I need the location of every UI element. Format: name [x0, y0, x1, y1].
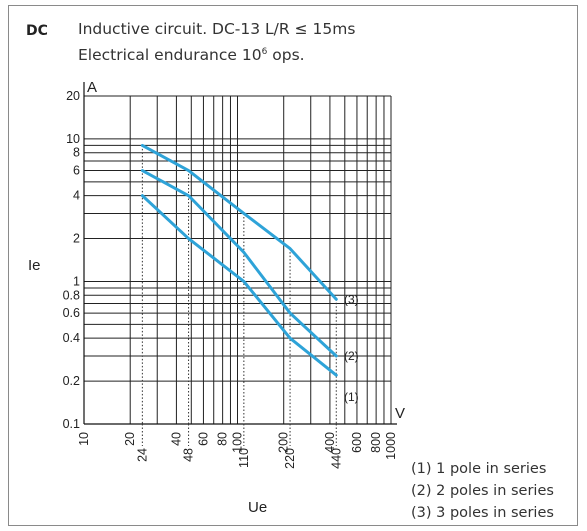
- series-line-1: [140, 194, 338, 377]
- y-tick-label: 8: [73, 146, 80, 160]
- series-label-3: (3): [344, 292, 359, 306]
- x-highlight-tick-label: 110: [237, 448, 251, 468]
- legend-item-2: (2) 2 poles in series: [411, 483, 554, 499]
- y-unit-label: A: [87, 79, 97, 96]
- x-tick-label: 600: [350, 432, 364, 453]
- x-tick-label: 80: [216, 432, 230, 446]
- legend-item-1: (1) 1 pole in series: [411, 461, 547, 477]
- subtitle-tail: ops.: [267, 46, 305, 64]
- x-highlight-tick-label: 24: [135, 448, 149, 462]
- y-axis-title: Ie: [28, 257, 41, 274]
- x-tick-label: 400: [323, 432, 337, 453]
- y-tick-label: 1: [73, 274, 80, 288]
- x-tick-label: 60: [196, 432, 210, 446]
- y-tick-label: 0.6: [63, 306, 80, 320]
- y-tick-label: 6: [73, 164, 80, 178]
- y-tick-label: 20: [66, 89, 80, 103]
- chart-subtitle: Electrical endurance 106 ops.: [78, 46, 305, 64]
- y-tick-label: 0.4: [63, 331, 80, 345]
- x-tick-label: 40: [169, 432, 183, 446]
- legend-item-3: (3) 3 poles in series: [411, 505, 554, 521]
- subtitle-text: Electrical endurance 10: [78, 46, 262, 64]
- y-tick-label: 0.8: [63, 288, 80, 302]
- x-tick-label: 20: [123, 432, 137, 446]
- series-label-1: (1): [344, 390, 359, 404]
- x-tick-label: 1000: [384, 432, 398, 460]
- y-tick-label: 0.1: [63, 417, 80, 431]
- x-axis-title: Ue: [248, 499, 267, 516]
- chart-title: Inductive circuit. DC-13 L/R ≤ 15ms: [78, 20, 356, 38]
- y-tick-label: 0.2: [63, 374, 80, 388]
- x-highlight-tick-label: 48: [182, 448, 196, 462]
- x-tick-label: 800: [369, 432, 383, 453]
- y-tick-label: 10: [66, 132, 80, 146]
- x-tick-label: 10: [77, 432, 91, 446]
- figure-frame: [8, 5, 578, 526]
- x-highlight-tick-label: 440: [329, 448, 343, 469]
- x-highlight-tick-label: 220: [283, 448, 297, 469]
- x-tick-label: 100: [231, 432, 245, 453]
- x-tick-label: 200: [277, 432, 291, 453]
- dc-tag: DC: [26, 23, 48, 39]
- y-tick-label: 2: [73, 232, 80, 246]
- x-unit-label: V: [395, 405, 405, 422]
- y-tick-label: 4: [73, 189, 80, 203]
- subtitle-exponent: 6: [261, 46, 268, 57]
- series-line-2: [140, 169, 338, 358]
- series-label-2: (2): [344, 349, 359, 363]
